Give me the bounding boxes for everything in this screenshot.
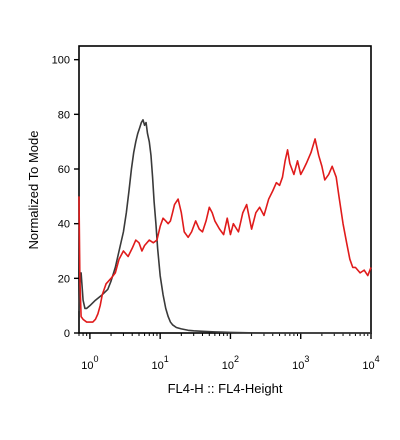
y-tick-label: 20 (58, 273, 70, 285)
y-tick-label: 100 (52, 55, 70, 67)
series-line-sample (78, 138, 372, 323)
x-tick-label: 100 (81, 354, 98, 372)
y-tick-label: 0 (64, 328, 70, 340)
y-axis-ticks: 0 20 40 60 80 100 (52, 55, 79, 340)
y-tick-label: 60 (58, 164, 70, 176)
y-tick-label: 40 (58, 219, 70, 231)
y-tick-label: 80 (58, 109, 70, 121)
x-tick-label: 102 (222, 354, 239, 372)
y-axis-label: Normalized To Mode (26, 131, 41, 250)
x-axis-ticks: 100 101 102 103 104 (78, 333, 380, 372)
plot-frame (78, 45, 372, 334)
x-tick-label: 101 (152, 354, 169, 372)
x-tick-label: 104 (362, 354, 379, 372)
x-tick-label: 103 (292, 354, 309, 372)
series-layer (78, 119, 372, 334)
x-axis-label: FL4-H :: FL4-Height (168, 381, 283, 396)
